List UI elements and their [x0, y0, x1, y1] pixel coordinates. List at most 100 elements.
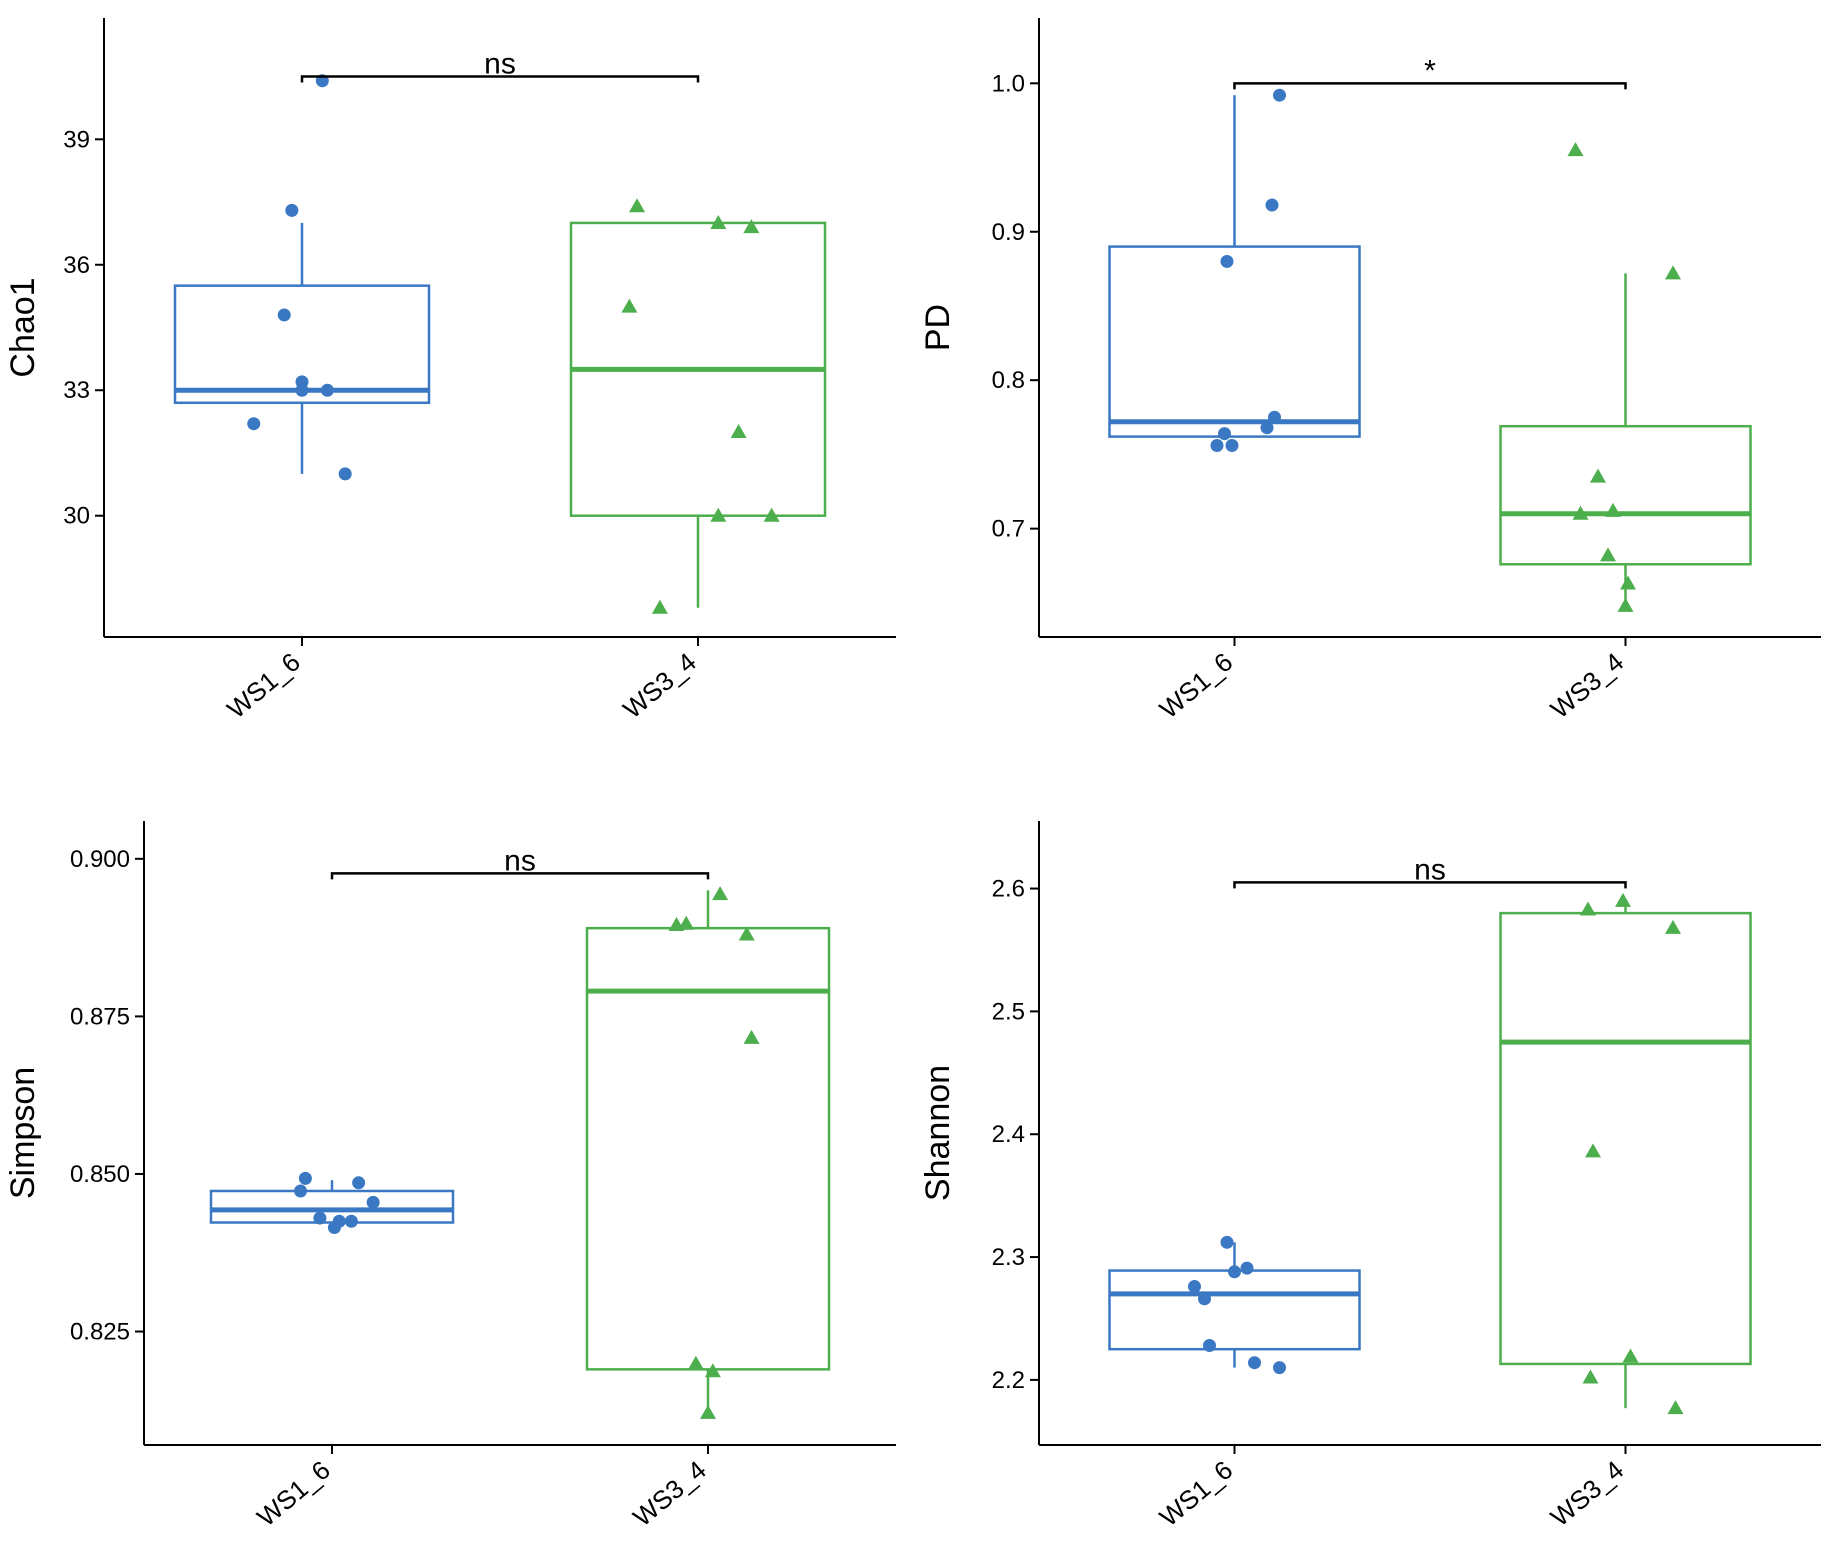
chao1-point-triangle [710, 214, 727, 229]
simpson-box-ws1-6 [209, 1180, 455, 1224]
simpson-panel: 0.825 0.850 0.875 0.900 Simpson WS1_6 WS3_4 ns [0, 775, 915, 1550]
pd-point-triangle [1620, 575, 1636, 590]
shannon-chart: 2.2 2.3 2.4 2.5 2.6 Shannon WS1_6 WS3_4 ns [919, 821, 1821, 1533]
simpson-point-circle [327, 1221, 341, 1235]
shannon-x-tick-label: WS1_6 [1154, 1455, 1239, 1533]
simpson-point-triangle [700, 1404, 716, 1419]
pd-point-triangle [1605, 502, 1621, 517]
chao1-y-tick-label: 36 [63, 252, 90, 279]
chao1-x-tick-label: WS1_6 [221, 647, 306, 725]
shannon-box-ws1-6 [1108, 1242, 1361, 1368]
simpson-y-axis-title: Simpson [4, 1067, 42, 1199]
simpson-y-tick-label: 0.850 [70, 1161, 130, 1188]
simpson-chart: 0.825 0.850 0.875 0.900 Simpson WS1_6 WS3_4 ns [4, 821, 896, 1533]
simpson-iqr-box [209, 1189, 455, 1224]
chao1-point-circle [285, 203, 299, 217]
simpson-point-triangle [704, 1363, 721, 1378]
chao1-y-tick-label: 33 [63, 377, 90, 404]
shannon-point-triangle [1622, 1348, 1639, 1363]
simpson-x-tick-label: WS1_6 [251, 1455, 336, 1533]
chao1-point-triangle [629, 198, 646, 213]
pd-point-circle [1220, 254, 1234, 268]
pd-point-triangle [1590, 468, 1606, 483]
chao1-point-circle [277, 308, 291, 322]
shannon-panel: 2.2 2.3 2.4 2.5 2.6 Shannon WS1_6 WS3_4 ns [915, 775, 1830, 1550]
pd-iqr-box [1499, 424, 1752, 566]
shannon-point-triangle [1615, 892, 1631, 907]
simpson-point-triangle [712, 886, 729, 901]
shannon-significance-label: ns [1414, 853, 1446, 886]
chao1-point-triangle [651, 599, 668, 614]
pd-y-tick-label: 0.7 [992, 516, 1025, 543]
chao1-point-triangle [730, 424, 747, 439]
chao1-box-ws3-4 [569, 221, 827, 608]
shannon-point-circle [1273, 1361, 1286, 1375]
pd-x-tick-label: WS3_4 [1545, 647, 1630, 725]
pd-point-triangle [1600, 547, 1616, 562]
shannon-point-circle [1203, 1339, 1216, 1353]
pd-point-circle [1265, 198, 1279, 212]
chao1-x-tick-label: WS3_4 [617, 647, 702, 725]
chao1-significance-bracket [300, 75, 700, 83]
simpson-point-circle [366, 1195, 380, 1209]
simpson-point-triangle [687, 1355, 704, 1370]
shannon-y-tick-label: 2.6 [992, 876, 1025, 903]
pd-chart: 0.7 0.8 0.9 1.0 PD WS1_6 WS3_4 * [919, 18, 1821, 725]
simpson-significance-label: ns [504, 844, 536, 877]
shannon-y-tick-label: 2.4 [992, 1121, 1025, 1148]
simpson-y-tick-label: 0.875 [70, 1003, 130, 1030]
simpson-point-circle [298, 1171, 312, 1185]
shannon-point-circle [1188, 1280, 1201, 1294]
pd-box-ws3-4 [1499, 273, 1752, 606]
pd-point-triangle [1572, 505, 1589, 520]
simpson-x-tick-label: WS3_4 [627, 1455, 712, 1533]
simpson-point-triangle [678, 915, 695, 930]
shannon-significance-bracket [1233, 881, 1627, 889]
shannon-point-circle [1228, 1265, 1241, 1279]
pd-x-tick-label: WS1_6 [1154, 647, 1239, 725]
pd-significance-bracket [1233, 82, 1627, 90]
shannon-y-tick-label: 2.2 [992, 1367, 1025, 1394]
chao1-point-triangle [763, 507, 780, 522]
pd-point-circle [1273, 88, 1286, 102]
chao1-significance-label: ns [484, 48, 516, 81]
simpson-iqr-box [585, 926, 831, 1371]
pd-point-circle [1210, 439, 1224, 453]
chao1-iqr-box [173, 284, 431, 405]
shannon-box-ws3-4 [1499, 900, 1752, 1409]
simpson-point-circle [313, 1211, 327, 1225]
chao1-point-triangle [621, 298, 638, 313]
shannon-point-triangle [1667, 1400, 1684, 1415]
simpson-point-circle [294, 1184, 308, 1198]
shannon-point-circle [1248, 1356, 1261, 1370]
shannon-point-circle [1198, 1292, 1211, 1306]
shannon-point-triangle [1585, 1143, 1601, 1158]
shannon-y-tick-label: 2.3 [992, 1244, 1025, 1271]
shannon-point-triangle [1582, 1369, 1599, 1384]
pd-point-triangle [1567, 142, 1584, 157]
chao1-y-axis-title: Chao1 [4, 277, 42, 377]
shannon-point-triangle [1665, 919, 1681, 934]
shannon-iqr-box [1499, 911, 1752, 1366]
chao1-y-tick-label: 39 [63, 126, 90, 153]
simpson-point-triangle [738, 926, 755, 941]
pd-panel: 0.7 0.8 0.9 1.0 PD WS1_6 WS3_4 * [915, 0, 1830, 775]
pd-point-circle [1260, 421, 1274, 435]
chao1-point-circle [320, 383, 334, 397]
shannon-point-circle [1240, 1261, 1254, 1275]
simpson-box-ws3-4 [585, 890, 831, 1414]
shannon-y-axis-title: Shannon [919, 1065, 957, 1201]
simpson-y-tick-label: 0.900 [70, 846, 130, 873]
chao1-point-circle [338, 467, 352, 481]
chao1-point-circle [247, 417, 261, 431]
chao1-point-triangle [710, 507, 727, 522]
simpson-point-triangle [743, 1029, 760, 1044]
chao1-chart: 30 33 36 39 Chao1 WS1_6 WS3_4 ns [4, 18, 896, 725]
pd-y-axis-title: PD [919, 304, 957, 351]
shannon-y-tick-label: 2.5 [992, 998, 1025, 1025]
pd-point-circle [1225, 439, 1239, 453]
pd-point-triangle [1665, 265, 1681, 280]
simpson-y-tick-label: 0.825 [70, 1319, 130, 1346]
pd-point-triangle [1617, 597, 1634, 612]
shannon-point-circle [1220, 1235, 1234, 1249]
